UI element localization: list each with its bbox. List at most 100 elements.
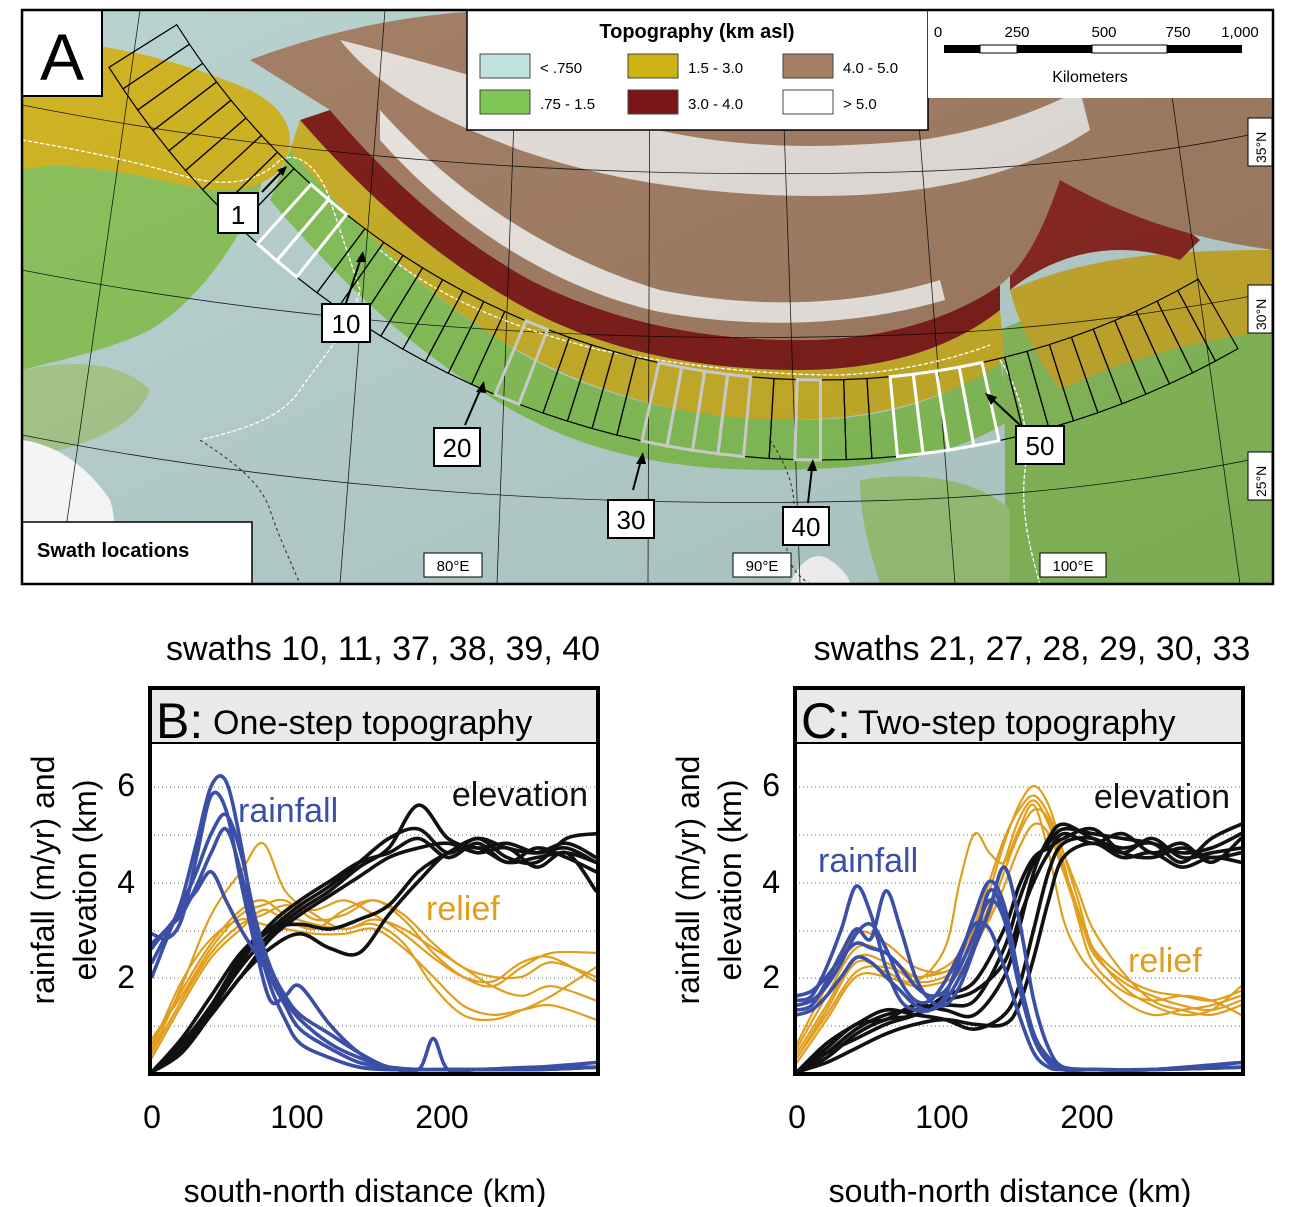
relief-line-4: [795, 808, 1243, 1064]
rainfall-line-2: [795, 865, 1243, 1073]
arrow-20: [464, 387, 482, 426]
panel-c-xlabel: south-north distance (km): [829, 1173, 1192, 1207]
arrow-10: [344, 257, 362, 307]
elevation-line-4: [150, 836, 598, 1074]
arrowhead-50: [985, 393, 997, 405]
panel-c-ytick-4: 4: [762, 864, 780, 900]
legend-label: .75 - 1.5: [540, 96, 595, 113]
label-box-40: [782, 506, 830, 546]
legend-items: < .750 1.5 - 3.0 4.0 - 5.0 .75 - 1.5 3.0 - 4…: [479, 53, 898, 115]
scale-seg-5: [1167, 45, 1242, 53]
elevation-line-6: [795, 841, 1243, 1074]
panel-c-titlebar: [795, 688, 1243, 743]
swath-location-map: 1 10 20 30 40 50 35°N 30°N 25°N: [20, 8, 1275, 586]
label-box-30: [607, 499, 655, 539]
scale-tick-750: 750: [1165, 24, 1190, 41]
panel-b-title: One-step topography: [213, 704, 532, 742]
border-himalaya: [379, 249, 991, 376]
panel-c-label-relief: relief: [1128, 942, 1202, 980]
legend-swatch: [479, 89, 531, 115]
longitude-labels: 80°E 90°E 100°E: [423, 552, 1107, 578]
scale-tick-1000: 1,000: [1221, 24, 1259, 41]
arrow-1: [261, 169, 284, 193]
relief-line-5: [795, 794, 1243, 1045]
panel-b-letter: B:: [156, 693, 203, 749]
panel-b-xtick-200: 200: [415, 1099, 468, 1135]
arrowhead-10: [356, 251, 366, 262]
rainfall-line-2: [150, 790, 598, 1074]
legend-label: > 5.0: [843, 96, 877, 113]
panel-b-titlebar: [150, 688, 598, 743]
border-west: [21, 139, 361, 441]
border-east: [999, 359, 1041, 585]
lat-label-25: 25°N: [1253, 466, 1269, 497]
national-borders: [21, 139, 1041, 585]
legend-label: 3.0 - 4.0: [688, 96, 743, 113]
longitude-line-105: [1159, 9, 1241, 585]
swath-11: [274, 197, 349, 280]
panel-c-ylabel-2: elevation (km): [712, 780, 748, 981]
panel-b-xtick-0: 0: [143, 1099, 161, 1135]
panel-c-xtick-0: 0: [788, 1099, 806, 1135]
arrow-50: [991, 398, 1021, 426]
panel-c-title: Two-step topography: [858, 704, 1176, 742]
panel-b-label-relief: relief: [426, 890, 500, 928]
label-box-10: [321, 303, 371, 343]
topography-legend: Topography (km asl) < .750 1.5 - 3.0 4.0 -…: [466, 9, 929, 131]
lon-box-100: [1039, 552, 1107, 578]
rainfall-line-4: [795, 920, 1243, 1072]
panel-c-plot-lines: [795, 785, 1243, 1074]
lat-label-30: 30°N: [1253, 299, 1269, 330]
legend-box: [466, 9, 929, 131]
label-text-20: 20: [443, 433, 472, 463]
panel-c-ytick-6: 6: [762, 767, 780, 803]
legend-title: Topography (km asl): [599, 21, 794, 43]
scale-bar-box: [928, 10, 1273, 98]
map-caption: Swath locations: [21, 521, 253, 585]
elevation-line-6: [150, 845, 598, 1074]
swath-21: [493, 318, 550, 407]
label-text-40: 40: [792, 512, 821, 542]
panel-c-ylabel-1: rainfall (m/yr) and: [670, 756, 706, 1005]
swath-33: [793, 378, 823, 462]
swath-label-50: 50: [985, 393, 1065, 465]
lat-box-35: [1247, 117, 1273, 167]
panel-c-ytick-2: 2: [762, 959, 780, 995]
panel-letter-text: A: [40, 20, 84, 94]
map-border: [20, 8, 1275, 586]
swath-label-10: 10: [321, 251, 371, 343]
relief-line-2: [150, 898, 598, 1040]
scale-tick-0: 0: [934, 24, 942, 41]
panel-c-xtick-100: 100: [915, 1099, 968, 1135]
panel-c: swaths 21, 27, 28, 29, 30, 33 C: Two-ste…: [670, 630, 1250, 1207]
panel-b-plot-lines: [150, 774, 598, 1074]
relief-line-1: [795, 803, 1243, 1059]
panel-c-frame: [793, 686, 1245, 1076]
panel-b-grid: [150, 786, 598, 1027]
panel-c-xtick-200: 200: [1060, 1099, 1113, 1135]
label-box-20: [433, 427, 481, 467]
rainfall-line-5: [150, 870, 598, 1072]
arrow-40: [807, 467, 813, 504]
legend-swatch: [627, 53, 679, 79]
relief-line-5: [150, 899, 598, 1045]
swath-label-40: 40: [782, 459, 830, 546]
label-box-50: [1015, 425, 1065, 465]
panel-b-label-elevation: elevation: [452, 776, 588, 814]
swath-50: [1176, 278, 1239, 362]
panel-letter-box: [21, 9, 103, 97]
legend-label: < .750: [540, 60, 582, 77]
latitude-labels: 35°N 30°N 25°N: [1247, 117, 1273, 501]
lat-box-25: [1247, 451, 1273, 501]
swath-40: [957, 360, 1001, 448]
profile-charts: swaths 10, 11, 37, 38, 39, 40 B: One-ste…: [25, 630, 1250, 1207]
lon-label-80: 80°E: [437, 558, 470, 575]
panel-b-header: swaths 10, 11, 37, 38, 39, 40: [166, 630, 600, 668]
longitude-line-75: [57, 9, 141, 585]
rainfall-line-5: [795, 888, 1243, 1073]
panel-b-xlabel: south-north distance (km): [184, 1173, 547, 1207]
legend-swatch: [479, 53, 531, 79]
panel-b-label-rainfall: rainfall: [238, 792, 338, 830]
legend-swatch: [782, 53, 834, 79]
lon-box-90: [732, 552, 792, 578]
